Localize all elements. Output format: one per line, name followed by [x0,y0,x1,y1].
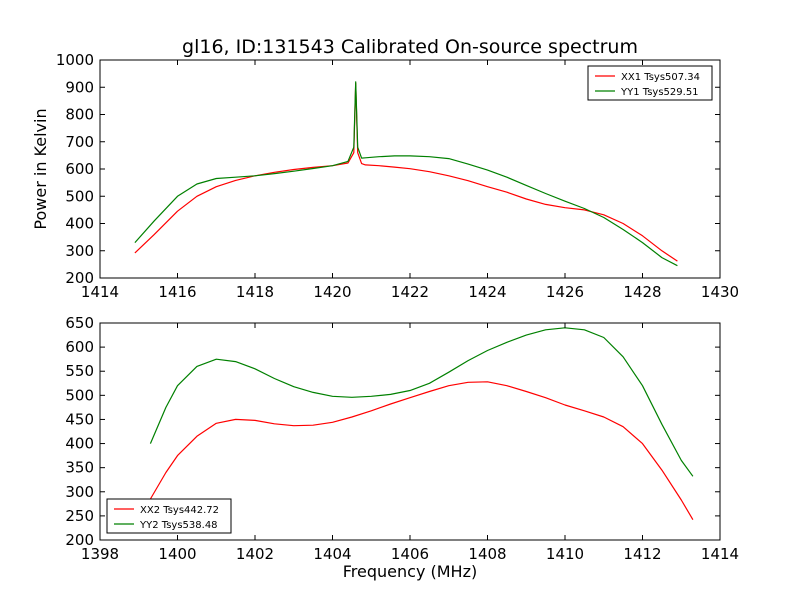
top-plot-y-tick-label: 400 [65,215,94,233]
top-plot-y-tick-label: 900 [65,78,94,96]
bottom-plot-x-tick-label: 1406 [391,545,429,563]
y-axis-label: Power in Kelvin [31,108,50,229]
top-plot-legend-box [587,65,713,101]
bottom-plot-legend: XX2 Tsys442.72 YY2 Tsys538.48 [106,498,232,534]
top-plot-x-tick-label: 1418 [236,283,274,301]
bottom-plot-x-tick-label: 1412 [623,545,661,563]
bottom-plot-y-tick-label: 300 [65,483,94,501]
top-plot-y-tick-label: 600 [65,160,94,178]
top-plot-legend: XX1 Tsys507.34 YY1 Tsys529.51 [587,65,713,101]
bottom-plot-y-tick-label: 500 [65,386,94,404]
bottom-plot-y-tick-label: 250 [65,507,94,525]
bottom-plot-series-2-line [149,327,694,477]
top-plot-x-ticks: 1414 1416 1418 1420 1422 1424 1426 1428 1430 [81,60,739,301]
top-plot: 1414 1416 1418 1420 1422 1424 1426 1428 1430 200… [56,51,739,301]
bottom-plot-y-tick-label: 450 [65,410,94,428]
top-plot-series-1-line [134,82,678,262]
x-axis-label: Frequency (MHz) [343,562,477,581]
bottom-plot-legend-label: YY2 Tsys538.48 [139,520,218,531]
top-plot-x-tick-label: 1420 [313,283,351,301]
top-plot-x-tick-label: 1430 [701,283,739,301]
top-plot-legend-label: YY1 Tsys529.51 [620,87,699,98]
bottom-plot-x-tick-label: 1410 [546,545,584,563]
bottom-plot-y-tick-label: 400 [65,435,94,453]
top-plot-x-tick-label: 1422 [391,283,429,301]
bottom-plot-y-tick-label: 200 [65,531,94,549]
bottom-plot-y-tick-label: 550 [65,362,94,380]
top-plot-x-tick-label: 1414 [81,283,119,301]
bottom-plot-x-tick-label: 1404 [313,545,351,563]
chart-title: gl16, ID:131543 Calibrated On-source spe… [182,36,638,58]
top-plot-y-tick-label: 800 [65,106,94,124]
bottom-plot-y-tick-label: 350 [65,459,94,477]
top-plot-y-tick-label: 200 [65,269,94,287]
top-plot-y-tick-label: 700 [65,133,94,151]
bottom-plot-x-tick-label: 1402 [236,545,274,563]
top-plot-y-tick-label: 500 [65,187,94,205]
bottom-plot-series-1-line [149,381,694,521]
bottom-plot-legend-label: XX2 Tsys442.72 [140,505,219,516]
bottom-plot-x-tick-label: 1398 [81,545,119,563]
bottom-plot-y-tick-label: 600 [65,338,94,356]
bottom-plot-legend-box [106,498,232,534]
bottom-plot-y-tick-label: 650 [65,314,94,332]
bottom-plot-series-group [149,327,694,521]
top-plot-x-tick-label: 1428 [623,283,661,301]
top-plot-x-tick-label: 1424 [468,283,506,301]
top-plot-series-2-line [134,81,678,267]
bottom-plot-x-tick-label: 1408 [468,545,506,563]
bottom-plot-x-tick-label: 1400 [158,545,196,563]
top-plot-series-group [134,81,678,267]
top-plot-y-tick-label: 1000 [56,51,94,69]
top-plot-x-tick-label: 1416 [158,283,196,301]
bottom-plot-y-ticks: 200 250 300 350 400 450 500 550 600 650 [65,314,720,549]
top-plot-x-tick-label: 1426 [546,283,584,301]
bottom-plot: 1398 1400 1402 1404 1406 1408 1410 1412 1414 200… [65,314,739,563]
top-plot-y-tick-label: 300 [65,242,94,260]
top-plot-legend-label: XX1 Tsys507.34 [621,72,700,83]
bottom-plot-x-ticks: 1398 1400 1402 1404 1406 1408 1410 1412 1414 [81,323,739,563]
bottom-plot-x-tick-label: 1414 [701,545,739,563]
top-plot-y-ticks: 200 300 400 500 600 700 800 900 1000 [56,51,720,287]
